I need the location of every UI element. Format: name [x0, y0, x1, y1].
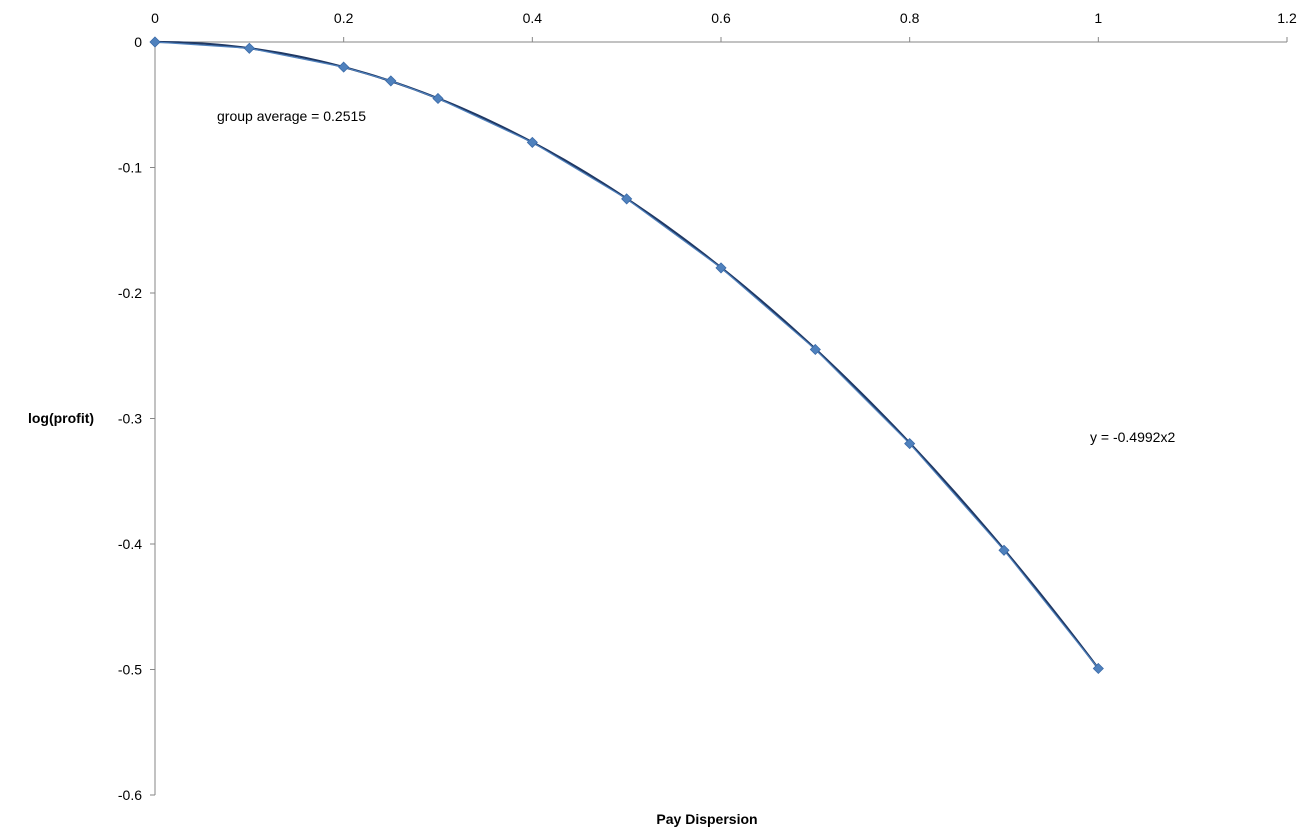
- y-tick-label: -0.2: [118, 285, 142, 301]
- series-line: [154, 41, 1099, 669]
- data-point-marker: [243, 42, 255, 54]
- y-tick-label: -0.5: [118, 662, 142, 678]
- x-tick-label: 0: [151, 10, 159, 26]
- x-tick-label: 0.6: [711, 10, 731, 26]
- x-tick-label: 0.2: [334, 10, 354, 26]
- data-point-marker: [432, 92, 444, 105]
- y-axis-title: log(profit): [28, 410, 94, 426]
- trendline: [154, 40, 1100, 670]
- data-point-marker: [338, 61, 350, 73]
- y-tick-label: -0.6: [118, 787, 142, 803]
- data-point-marker: [526, 136, 538, 148]
- x-axis-title: Pay Dispersion: [656, 811, 757, 827]
- data-point-marker: [385, 75, 397, 87]
- annotation-group-average: group average = 0.2515: [217, 108, 366, 124]
- y-tick-label: -0.4: [118, 536, 142, 552]
- data-point-marker: [998, 544, 1010, 556]
- data-markers: [149, 36, 1104, 675]
- y-tick-label: 0: [134, 34, 142, 50]
- data-point-marker: [809, 343, 821, 356]
- x-tick-label: 1: [1094, 10, 1102, 26]
- y-tick-label: -0.3: [118, 411, 142, 427]
- data-point-marker: [149, 36, 161, 48]
- y-axis-ticks: 0 -0.1 -0.2 -0.3 -0.4 -0.5 -0.6: [118, 34, 155, 803]
- x-tick-label: 1.2: [1277, 10, 1297, 26]
- data-point-marker: [715, 262, 727, 274]
- data-point-marker: [1092, 662, 1104, 675]
- x-tick-label: 0.4: [523, 10, 543, 26]
- data-point-marker: [904, 438, 916, 450]
- data-point-marker: [621, 193, 633, 205]
- annotation-trendline-equation: y = -0.4992x2: [1090, 429, 1175, 445]
- y-tick-label: -0.1: [118, 160, 142, 176]
- x-axis-ticks: 0 0.2 0.4 0.6 0.8 1 1.2: [151, 10, 1297, 42]
- x-tick-label: 0.8: [900, 10, 920, 26]
